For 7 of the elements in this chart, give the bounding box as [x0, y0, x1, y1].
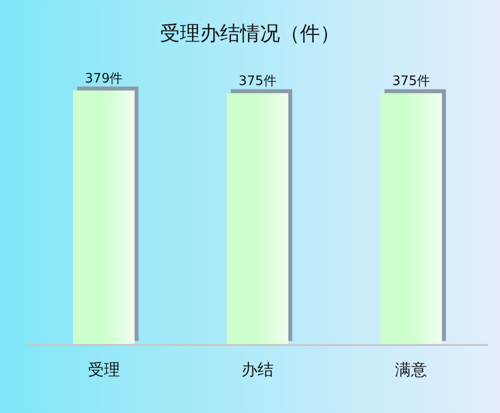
x-tick-label: 办结 — [242, 360, 274, 379]
data-label: 379件 — [84, 72, 123, 87]
chart-title: 受理办结情况（件） — [160, 21, 340, 45]
x-tick-label: 受理 — [88, 360, 120, 379]
x-tick-label: 满意 — [395, 360, 428, 379]
data-label: 375件 — [238, 74, 276, 90]
data-label: 375件 — [392, 74, 430, 90]
